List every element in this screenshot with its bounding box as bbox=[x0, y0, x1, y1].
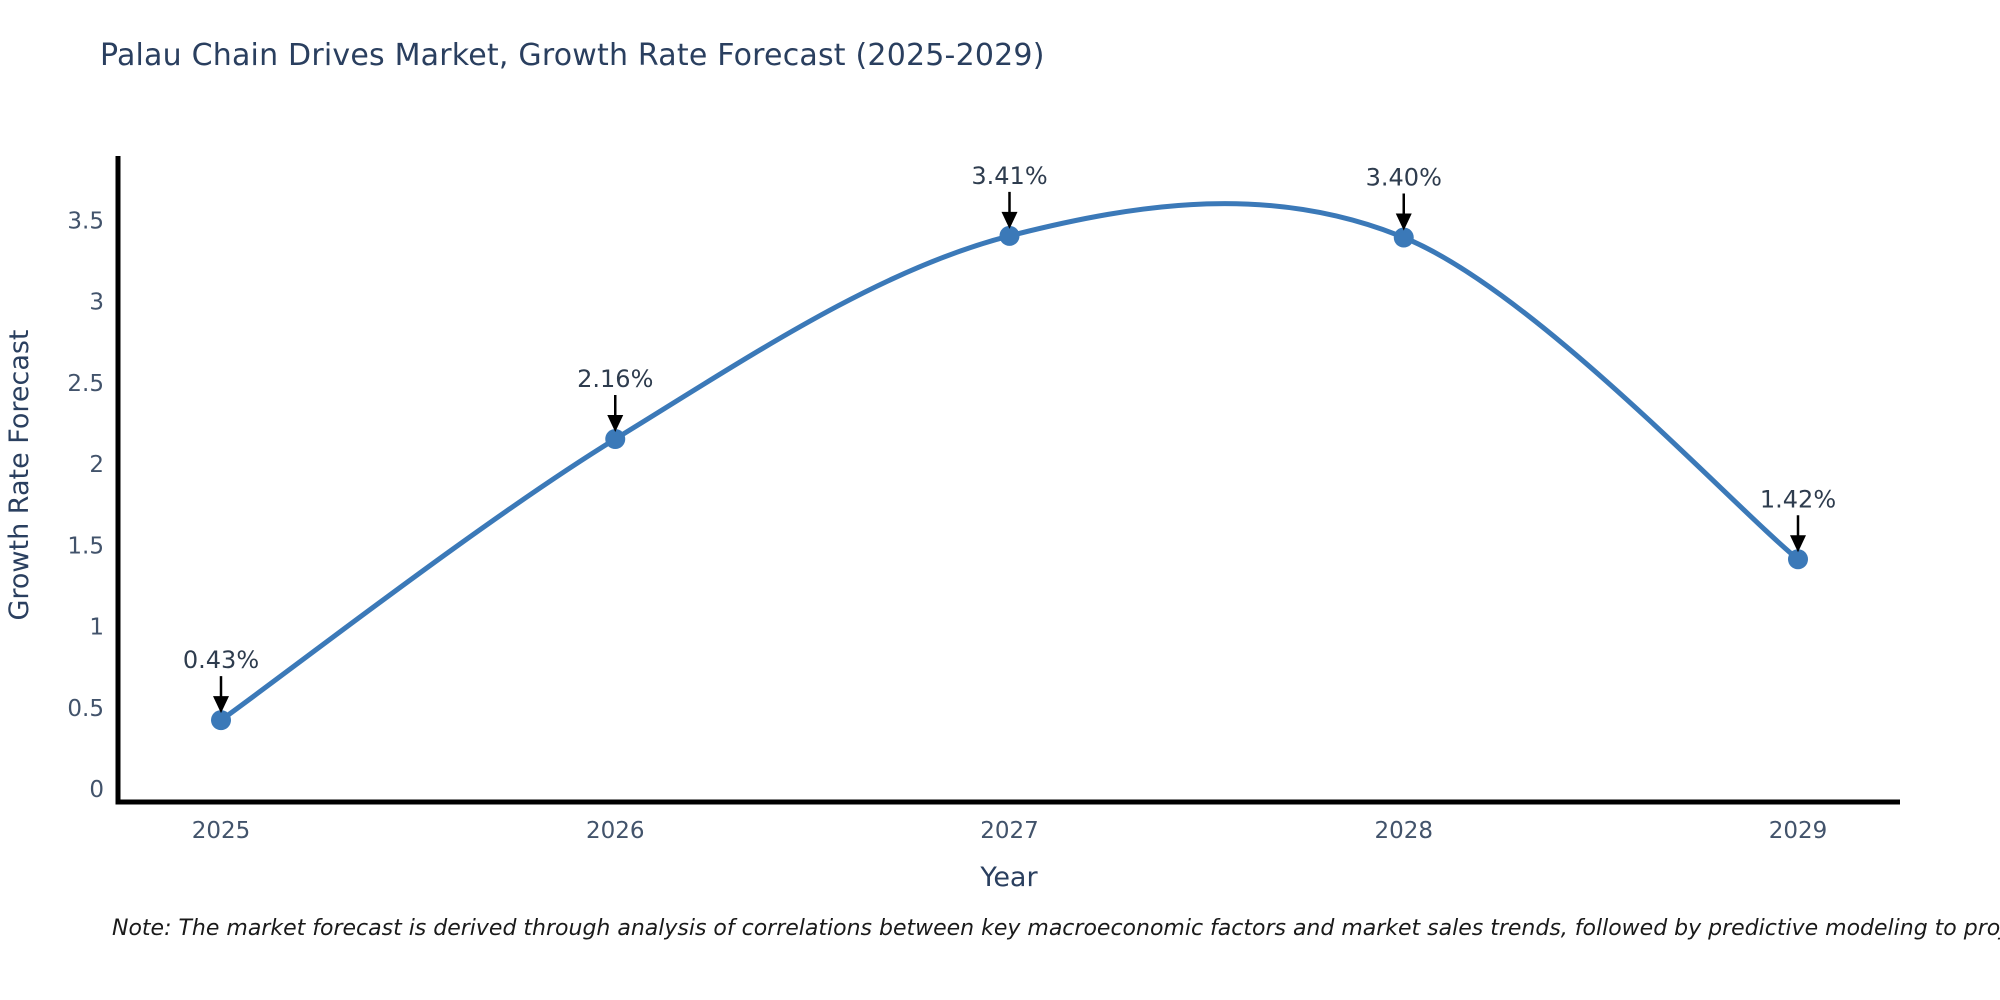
x-tick-label: 2025 bbox=[192, 818, 251, 844]
x-tick-label: 2029 bbox=[1769, 818, 1828, 844]
y-axis-title: Growth Rate Forecast bbox=[4, 329, 35, 620]
y-tick-label: 3.5 bbox=[67, 208, 104, 234]
point-label: 2.16% bbox=[577, 365, 653, 393]
y-tick-label: 1 bbox=[89, 615, 104, 641]
data-point bbox=[1788, 549, 1808, 570]
y-tick-label: 2 bbox=[89, 452, 104, 478]
annotation-arrowhead bbox=[1790, 535, 1806, 553]
x-tick-label: 2027 bbox=[980, 818, 1039, 844]
footnote: Note: The market forecast is derived thr… bbox=[112, 916, 2000, 941]
data-point bbox=[999, 225, 1020, 246]
chart-title: Palau Chain Drives Market, Growth Rate F… bbox=[100, 38, 1045, 73]
y-tick-label: 2.5 bbox=[67, 371, 104, 397]
point-label: 0.43% bbox=[183, 646, 259, 674]
point-label: 3.40% bbox=[1366, 164, 1442, 192]
annotation-arrowhead bbox=[213, 696, 229, 714]
x-tick-label: 2028 bbox=[1374, 818, 1433, 844]
point-label: 3.41% bbox=[971, 162, 1047, 190]
y-tick-label: 0.5 bbox=[67, 696, 104, 722]
series-line bbox=[219, 201, 1800, 723]
data-point bbox=[1393, 227, 1414, 248]
annotation-arrowhead bbox=[607, 415, 624, 432]
y-tick-label: 3 bbox=[89, 290, 104, 316]
annotation-arrowhead bbox=[1001, 211, 1018, 229]
y-tick-label: 0 bbox=[89, 777, 104, 803]
data-point bbox=[605, 429, 626, 449]
data-point bbox=[211, 710, 231, 731]
y-tick-label: 1.5 bbox=[67, 533, 104, 559]
annotation-arrowhead bbox=[1395, 213, 1412, 231]
x-axis-title: Year bbox=[979, 862, 1038, 893]
point-label: 1.42% bbox=[1760, 485, 1836, 513]
x-tick-label: 2026 bbox=[586, 818, 645, 844]
